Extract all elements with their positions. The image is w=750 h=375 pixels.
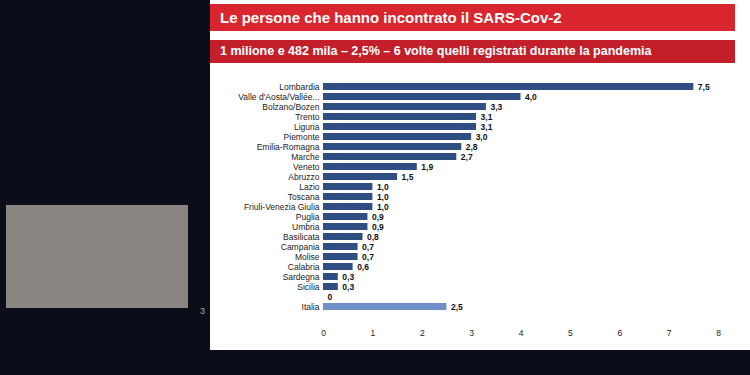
svg-text:0,7: 0,7 [362, 242, 374, 252]
svg-text:Emilia-Romagna: Emilia-Romagna [257, 142, 320, 152]
svg-text:Veneto: Veneto [293, 162, 320, 172]
svg-text:Abruzzo: Abruzzo [288, 172, 319, 182]
svg-text:2: 2 [420, 328, 425, 338]
svg-text:Friuli-Venezia Giulia: Friuli-Venezia Giulia [244, 202, 320, 212]
svg-text:0,9: 0,9 [372, 212, 384, 222]
svg-text:1,5: 1,5 [402, 172, 414, 182]
svg-text:Liguria: Liguria [294, 122, 320, 132]
svg-text:0,6: 0,6 [357, 262, 369, 272]
svg-text:Campania: Campania [281, 242, 320, 252]
svg-text:4,0: 4,0 [525, 92, 537, 102]
svg-text:6: 6 [617, 328, 622, 338]
html-text:Le persone che hanno incontrat: Le persone che hanno incontrato il SARS-… [220, 9, 562, 26]
svg-text:1,0: 1,0 [377, 182, 389, 192]
svg-text:3,3: 3,3 [490, 102, 502, 112]
svg-text:0,3: 0,3 [342, 282, 354, 292]
html-text:3: 3 [200, 306, 205, 316]
svg-text:4: 4 [519, 328, 524, 338]
svg-text:5: 5 [568, 328, 573, 338]
svg-text:0: 0 [321, 328, 326, 338]
svg-text:8: 8 [716, 328, 721, 338]
svg-text:Toscana: Toscana [288, 192, 320, 202]
svg-text:2,7: 2,7 [461, 152, 473, 162]
svg-text:2,8: 2,8 [466, 142, 478, 152]
svg-text:Piemonte: Piemonte [284, 132, 320, 142]
svg-text:Bolzano/Bozen: Bolzano/Bozen [262, 102, 319, 112]
svg-text:7,5: 7,5 [698, 82, 710, 92]
svg-text:Italia: Italia [302, 302, 320, 312]
svg-text:0: 0 [328, 292, 333, 302]
svg-text:0,9: 0,9 [372, 222, 384, 232]
svg-text:Calabria: Calabria [288, 262, 320, 272]
svg-text:0,3: 0,3 [342, 272, 354, 282]
svg-text:Sicilia: Sicilia [297, 282, 319, 292]
svg-text:3,1: 3,1 [481, 112, 493, 122]
svg-text:0,7: 0,7 [362, 252, 374, 262]
svg-text:Molise: Molise [295, 252, 320, 262]
html-text:1 milione e 482 mila – 2,5% –: 1 milione e 482 mila – 2,5% – 6 volte qu… [220, 44, 652, 58]
svg-text:Marche: Marche [291, 152, 320, 162]
svg-text:1,0: 1,0 [377, 202, 389, 212]
svg-text:7: 7 [667, 328, 672, 338]
svg-text:Lombardia: Lombardia [279, 82, 319, 92]
svg-text:0,8: 0,8 [367, 232, 379, 242]
svg-text:Trento: Trento [295, 112, 320, 122]
svg-text:Umbria: Umbria [292, 222, 320, 232]
svg-text:3,1: 3,1 [481, 122, 493, 132]
svg-text:1: 1 [371, 328, 376, 338]
svg-text:1,0: 1,0 [377, 192, 389, 202]
svg-text:1,9: 1,9 [421, 162, 433, 172]
svg-text:Lazio: Lazio [299, 182, 320, 192]
svg-text:Basilicata: Basilicata [283, 232, 320, 242]
svg-text:Sardegna: Sardegna [283, 272, 320, 282]
svg-text:3,0: 3,0 [476, 132, 488, 142]
svg-text:Puglia: Puglia [296, 212, 320, 222]
svg-text:3: 3 [469, 328, 474, 338]
svg-text:Valle d'Aosta/Vallée...: Valle d'Aosta/Vallée... [238, 92, 319, 102]
svg-text:2,5: 2,5 [451, 302, 463, 312]
